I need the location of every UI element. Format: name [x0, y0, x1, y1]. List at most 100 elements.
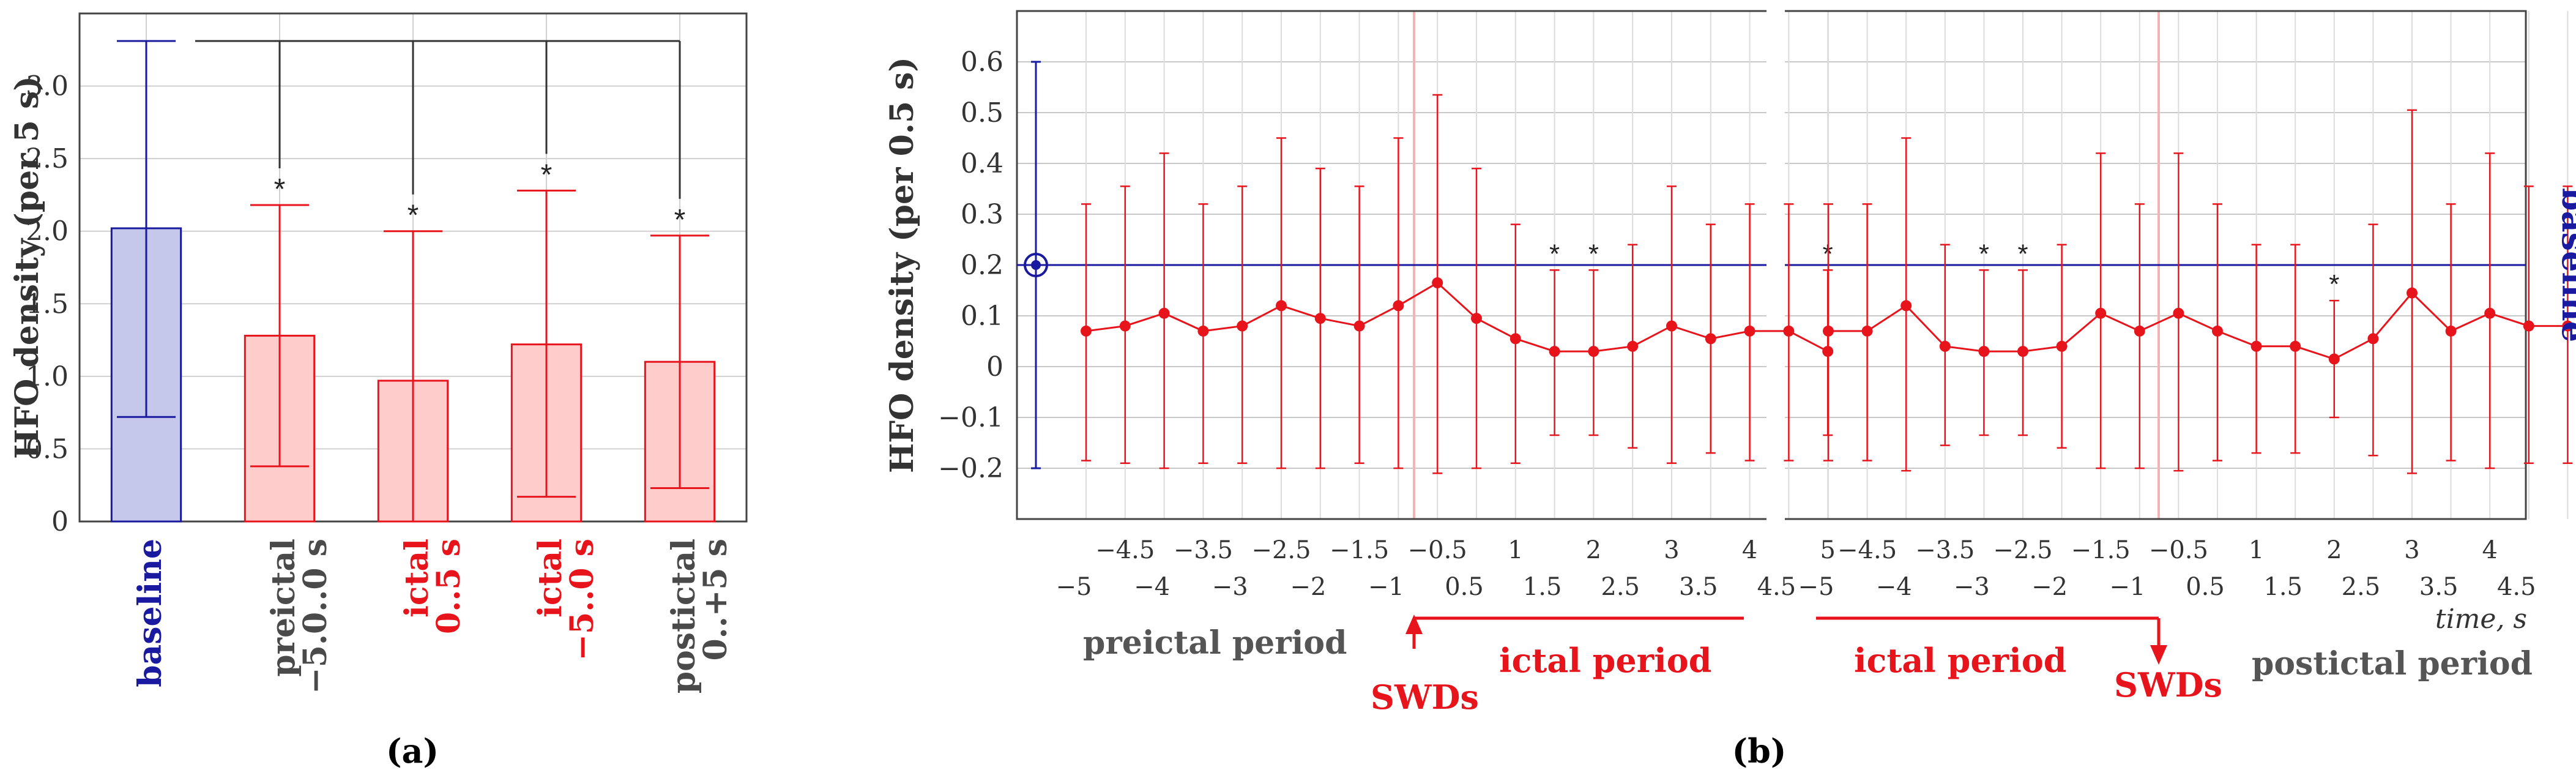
panel-b-y-tick-label: 0.4 [961, 148, 1003, 179]
panel-b-right-point [1900, 300, 1912, 312]
panel-b-y-tick-labels: −0.2 −0.1 0 0.1 0.2 0.3 0.4 0.5 0.6 [938, 47, 1003, 484]
panel-a-significance-star: * [408, 200, 419, 232]
baseline-marker-ring [1024, 253, 1048, 277]
swds-left-label: SWDs [1371, 678, 1479, 717]
panel-b-left-x-tick-lower: 2.5 [1601, 573, 1640, 601]
panel-b-right-point [2328, 353, 2340, 365]
panel-a-bar-chart: * * * * 0 0.5 1.0 1.5 2.0 2.5 3.0 HFO density (pe… [9, 12, 748, 771]
panel-b-right-point [1823, 325, 1834, 337]
panel-b-left-x-tick-lower: 1.5 [1523, 573, 1562, 601]
panel-a-significance-star: * [541, 159, 553, 191]
panel-b-right-point [2173, 307, 2184, 319]
panel-b-y-axis-label: HFO density (per 0.5 s) [884, 57, 921, 473]
panel-b-y-tick-label: 0 [986, 351, 1003, 383]
panel-b-left-x-tick-lower: 3.5 [1679, 573, 1718, 601]
panel-b-right-series: * * * [1823, 109, 2574, 474]
panel-b-left-point [1509, 333, 1521, 345]
panel-b-y-tick-label: 0.1 [961, 301, 1003, 332]
panel-b-right-x-tick-upper: −1.5 [2071, 536, 2131, 564]
panel-b-left-point [1314, 313, 1326, 324]
panel-a-y-tick-label: 2.0 [26, 216, 69, 247]
panel-b-right-point [2095, 307, 2107, 319]
panel-b-left-point [1471, 313, 1482, 324]
postictal-period-label: postictal period [2252, 645, 2533, 682]
panel-a-category-line: 0..5 s [430, 539, 467, 634]
panel-b-right-point [2407, 287, 2418, 299]
preictal-period-label: preictal period [1083, 624, 1347, 662]
panel-b-right-point [2445, 325, 2457, 337]
panel-a-category-line: preictal [265, 539, 302, 677]
panel-b-right-point [1939, 340, 1951, 352]
panel-b-right-x-tick-lower: 0.5 [2186, 573, 2225, 601]
arrow-left-head [1405, 615, 1423, 634]
panel-b-right-point [2056, 340, 2068, 352]
panel-a-significance-star: * [274, 173, 286, 206]
panel-b-right-x-tick-lower: −1 [2109, 573, 2145, 601]
panel-a-category-line: −5..0 s [564, 539, 601, 661]
panel-b-left-point [1666, 320, 1677, 332]
panel-b-right-x-tick-upper: 3 [2404, 536, 2419, 564]
panel-b-x-tick-labels: −4.5 −3.5 −2.5 −1.5 −0.5 1 2 3 4 5 −5 −4 −3 −2 −1 0.5 1.… [1056, 536, 2536, 601]
panel-a-category-labels: baseline preictal−5.0..0 s ictal 0..5 s icta… [132, 539, 734, 694]
panel-b-left-x-tick-lower: −4 [1134, 573, 1170, 601]
panel-b-gap [1766, 9, 1785, 523]
panel-b-left-x-tick-upper: −1.5 [1330, 536, 1389, 564]
panel-b-right-x-tick-lower: 4.5 [2497, 573, 2536, 601]
panel-b-right-x-tick-lower: 2.5 [2342, 573, 2381, 601]
panel-a-bars: * * * * [110, 40, 716, 523]
panel-a-category-line: ictal [532, 539, 569, 618]
panel-b-left-point [1119, 320, 1131, 332]
panel-b-left-point [1432, 277, 1443, 289]
panel-b-right-point [1861, 325, 1873, 337]
panel-b-right-x-tick-upper: 4 [2482, 536, 2497, 564]
panel-a-y-tick-label: 0.5 [26, 433, 69, 465]
panel-b-line-chart: * * * * * * −0.2 −0.1 0 0.1 0.2 0.3 0.4 0.5 0.6 HFO … [884, 9, 2576, 771]
panel-b-left-x-tick-upper: −4.5 [1095, 536, 1155, 564]
panel-b-right-x-tick-upper: 2 [2326, 536, 2342, 564]
panel-b-right-x-tick-upper: −4.5 [1837, 536, 1897, 564]
panel-a-category-line: postictal [665, 539, 702, 693]
panel-b-left-significance-star: * [1549, 239, 1560, 269]
panel-b-left-point [1549, 346, 1560, 357]
panel-a-y-tick-label: 0 [51, 506, 69, 537]
panel-a-category-line: −5.0..0 s [297, 539, 334, 694]
ictal-period-right-label: ictal period [1854, 641, 2067, 680]
panel-b-right-point [2017, 346, 2028, 357]
panel-b-left-x-tick-lower: 4.5 [1757, 573, 1796, 601]
panel-a-category-line: baseline [132, 539, 169, 687]
panel-b-left-point [1158, 307, 1170, 319]
panel-b-left-point [1744, 325, 1755, 337]
panel-b-right-point [2212, 325, 2223, 337]
panel-b-right-line [1828, 291, 2568, 361]
panel-b-right-x-tick-lower: −2 [2031, 573, 2068, 601]
panel-b-right-x-tick-upper: 1 [2249, 536, 2264, 564]
panel-b-left-series: *** [1081, 94, 1834, 474]
panel-b-x-axis-label: time, s [2435, 604, 2527, 635]
panel-b-left-point [1081, 325, 1092, 337]
panel-a-y-tick-label: 2.5 [26, 143, 69, 174]
panel-b-baseline-label: baseline [2555, 188, 2576, 342]
panel-b-right-x-tick-lower: −5 [1798, 573, 1834, 601]
panel-b-right-x-tick-lower: −4 [1876, 573, 1912, 601]
panel-b-y-tick-label: 0.2 [961, 250, 1003, 281]
panel-b-right-significance-star: * [2329, 269, 2339, 299]
panel-b-left-x-tick-lower: 0.5 [1445, 573, 1484, 601]
panel-b-right-significance-star: * [1979, 239, 1989, 269]
panel-b-left-point [1353, 320, 1365, 332]
panel-b-left-point [1393, 300, 1404, 312]
panel-b-right-point [2134, 325, 2145, 337]
panel-b-right-point [2484, 307, 2496, 319]
panel-a-y-tick-labels: 0 0.5 1.0 1.5 2.0 2.5 3.0 [26, 71, 69, 537]
panel-b-left-x-tick-lower: −3 [1212, 573, 1248, 601]
panel-b-right-point [2523, 320, 2534, 332]
panel-b-left-point [1588, 346, 1599, 357]
panel-b-right-point [2250, 340, 2262, 352]
panel-b-panel-label: (b) [1732, 731, 1787, 771]
ictal-period-arrows [1405, 615, 2167, 665]
panel-b-left-point [1705, 333, 1716, 345]
panel-a-y-axis-label: HFO density (per 5 s) [9, 76, 46, 459]
panel-a-y-tick-label: 3.0 [26, 71, 69, 102]
panel-a-y-tick-label: 1.0 [26, 361, 69, 392]
panel-b-right-x-tick-upper: −3.5 [1915, 536, 1975, 564]
panel-a-category-label: ictal−5..0 s [532, 539, 601, 661]
